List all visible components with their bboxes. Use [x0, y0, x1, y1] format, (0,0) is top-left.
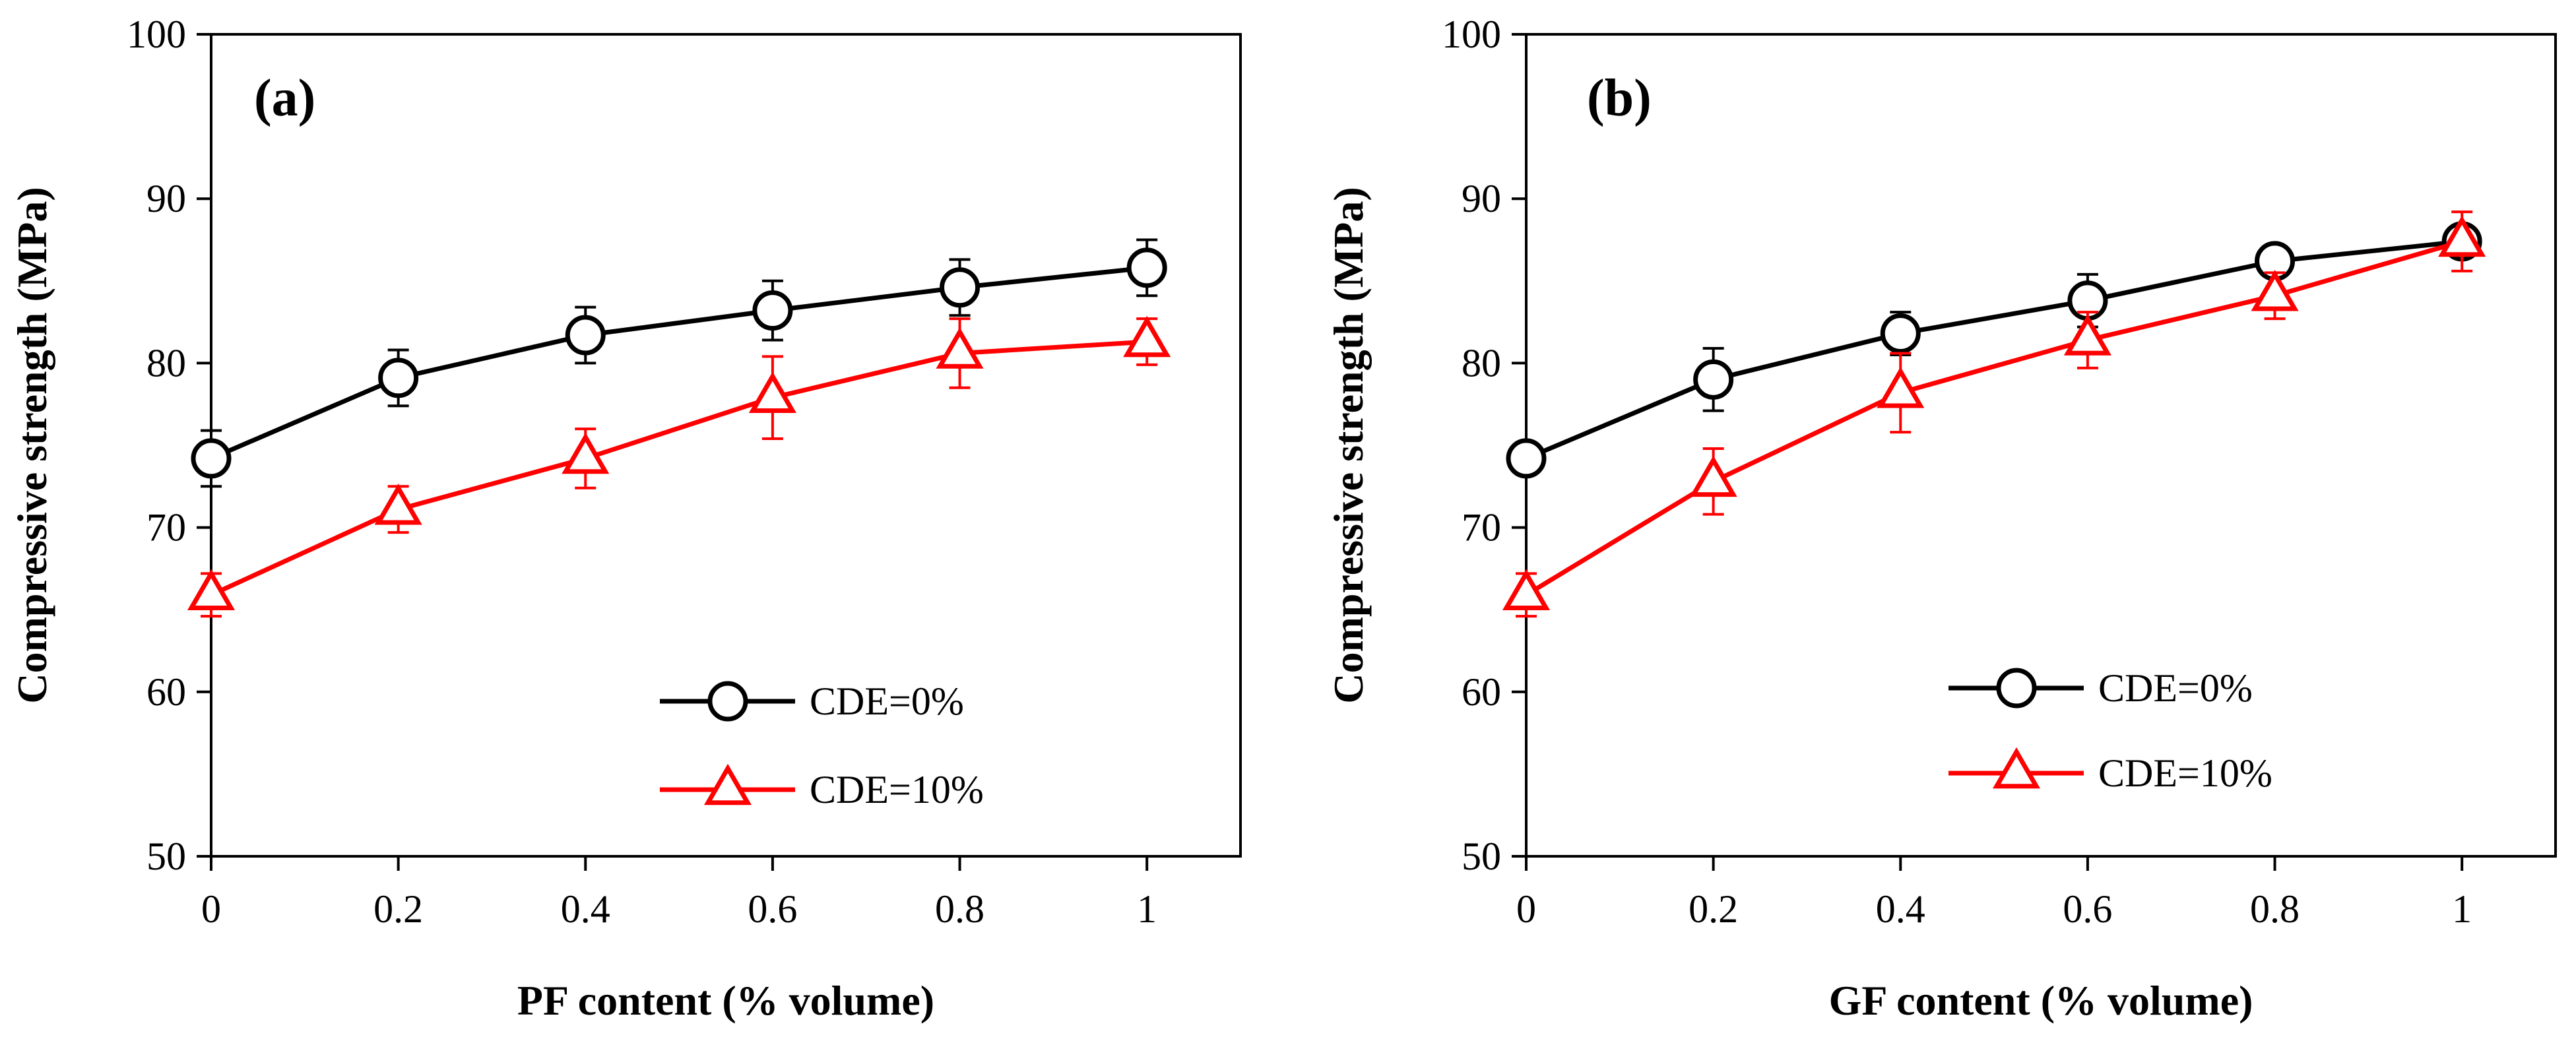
- y-tick-label: 50: [146, 835, 186, 878]
- y-tick-label: 60: [146, 670, 186, 714]
- x-tick-label: 0.6: [2063, 887, 2112, 931]
- data-point-triangle: [2438, 215, 2486, 257]
- series-cde-0: [191, 238, 1167, 488]
- series-cde-10: [187, 315, 1171, 618]
- chart-panel-b: 50 60 70 80 90 100 0 0.2 0.4 0.6 0.8 1 GF content (%…: [1325, 13, 2557, 1024]
- legend-label: CDE=0%: [2098, 666, 2253, 710]
- x-tick-label: 0.2: [373, 887, 423, 931]
- y-tick-label: 90: [1462, 177, 1501, 220]
- legend-marker: [703, 763, 752, 805]
- x-tick-label: 1: [2452, 887, 2472, 931]
- y-tick-label: 80: [146, 341, 186, 385]
- panel-label: (b): [1587, 69, 1652, 127]
- legend-label: CDE=10%: [2098, 751, 2272, 795]
- legend-marker: [1996, 668, 2037, 709]
- data-point-triangle: [1502, 569, 1551, 611]
- data-point-triangle: [748, 371, 796, 413]
- x-tick-label: 0: [201, 887, 221, 931]
- data-point-triangle: [2063, 314, 2111, 356]
- data-point-circle: [191, 438, 232, 479]
- y-tick-label: 60: [1462, 670, 1501, 714]
- data-point-triangle: [1123, 315, 1171, 358]
- legend: CDE=0% CDE=10%: [660, 679, 984, 811]
- y-tick-label: 50: [1462, 835, 1501, 878]
- x-tick-label: 0.2: [1689, 887, 1738, 931]
- legend-marker: [707, 681, 748, 722]
- y-tick-label: 80: [1462, 341, 1501, 385]
- y-axis-title: Compressive strength (MPa): [1325, 187, 1372, 703]
- x-tick-label: 1: [1137, 887, 1157, 931]
- data-point-circle: [940, 267, 981, 308]
- legend: CDE=0% CDE=10%: [1948, 666, 2272, 795]
- x-tick-label: 0: [1516, 887, 1536, 931]
- legend-label: CDE=0%: [810, 679, 964, 723]
- y-axis-title: Compressive strength (MPa): [9, 187, 55, 703]
- x-axis-title: GF content (% volume): [1829, 977, 2253, 1024]
- y-tick-label: 100: [127, 13, 186, 56]
- x-tick-label: 0.8: [2250, 887, 2300, 931]
- y-tick-label: 70: [146, 506, 186, 550]
- x-tick-label: 0.8: [935, 887, 984, 931]
- y-tick-label: 90: [146, 177, 186, 220]
- series-cde-10: [1502, 210, 2486, 618]
- data-point-circle: [1506, 438, 1547, 479]
- data-point-triangle: [187, 569, 236, 611]
- legend-label: CDE=10%: [810, 768, 984, 811]
- series-line: [1525, 239, 2463, 597]
- series-line: [1525, 239, 2463, 461]
- data-point-triangle: [562, 432, 610, 474]
- data-point-triangle: [936, 327, 984, 369]
- data-point-triangle: [374, 483, 422, 525]
- chart-panel-a: 50 60 70 80 90 100 0 0.2 0.4 0.6 0.8 1 PF content (%…: [9, 13, 1242, 1024]
- x-axis-title: PF content (% volume): [517, 977, 934, 1024]
- panel-label: (a): [254, 69, 315, 127]
- data-point-circle: [752, 290, 793, 331]
- data-point-triangle: [2251, 269, 2299, 311]
- x-tick-label: 0.4: [561, 887, 610, 931]
- legend-marker: [1992, 747, 2041, 789]
- data-point-circle: [1126, 247, 1167, 288]
- data-point-triangle: [1689, 455, 1737, 497]
- data-point-circle: [565, 315, 606, 356]
- series-line: [210, 265, 1147, 461]
- x-tick-label: 0.4: [1876, 887, 1925, 931]
- data-point-circle: [1880, 313, 1921, 354]
- data-point-circle: [378, 358, 419, 398]
- series-line: [210, 339, 1147, 597]
- y-tick-label: 100: [1442, 13, 1501, 56]
- x-tick-label: 0.6: [748, 887, 797, 931]
- y-tick-label: 70: [1462, 506, 1501, 550]
- data-point-triangle: [1877, 367, 1925, 408]
- data-point-circle: [1693, 359, 1734, 400]
